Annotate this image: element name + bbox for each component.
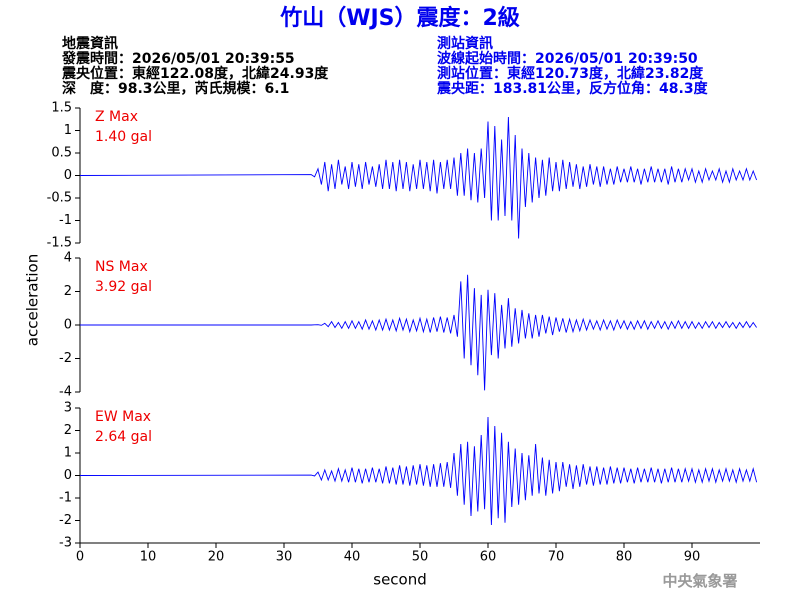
x-tick-label: 40 <box>344 550 361 565</box>
waveform <box>80 274 757 391</box>
y-tick-label: 1 <box>64 446 72 461</box>
channel-max: 2.64 gal <box>95 429 152 445</box>
waveform <box>79 416 758 526</box>
y-tick-label: 0 <box>64 468 72 483</box>
x-axis-label: second <box>373 571 427 589</box>
y-tick-label: -1 <box>59 491 72 506</box>
y-tick-label: -2 <box>59 513 72 528</box>
footer-logo: 中央氣象署 <box>662 572 737 590</box>
y-tick-label: 3 <box>64 401 72 416</box>
x-tick-label: 80 <box>616 550 633 565</box>
y-tick-label: 2 <box>64 423 72 438</box>
header-right: 震央距：183.81公里，反方位角：48.3度 <box>436 80 709 97</box>
y-tick-label: 1 <box>64 123 72 138</box>
header-left: 震央位置：東經122.08度，北緯24.93度 <box>61 65 329 82</box>
y-tick-label: -4 <box>59 385 72 400</box>
y-tick-label: -2 <box>59 351 72 366</box>
x-tick-label: 50 <box>412 550 429 565</box>
x-tick-label: 0 <box>76 550 84 565</box>
x-tick-label: 60 <box>480 550 497 565</box>
x-tick-label: 90 <box>684 550 701 565</box>
y-tick-label: -1 <box>59 213 72 228</box>
y-tick-label: 0 <box>64 318 72 333</box>
y-axis-label: acceleration <box>24 254 42 346</box>
header-right: 測站位置：東經120.73度，北緯23.82度 <box>437 65 704 82</box>
y-tick-label: 1.5 <box>51 101 72 116</box>
x-tick-label: 10 <box>140 550 157 565</box>
y-tick-label: 2 <box>64 284 72 299</box>
channel-max: 1.40 gal <box>95 129 152 145</box>
x-tick-label: 20 <box>208 550 225 565</box>
header-right: 波線起始時間：2026/05/01 20:39:50 <box>437 50 698 67</box>
chart-title: 竹山（WJS）震度：2級 <box>279 5 520 31</box>
header-left: 發震時間：2026/05/01 20:39:55 <box>61 50 295 67</box>
waveform <box>79 116 758 239</box>
header-left: 地震資訊 <box>62 35 118 52</box>
x-tick-label: 70 <box>548 550 565 565</box>
x-tick-label: 30 <box>276 550 293 565</box>
channel-name: EW Max <box>95 409 151 425</box>
channel-name: NS Max <box>95 259 148 275</box>
y-tick-label: -0.5 <box>47 191 72 206</box>
header-left: 深 度：98.3公里，芮氏規模：6.1 <box>62 80 289 97</box>
y-tick-label: 0.5 <box>51 146 72 161</box>
y-tick-label: -3 <box>59 536 72 551</box>
y-tick-label: 0 <box>64 168 72 183</box>
channel-max: 3.92 gal <box>95 279 152 295</box>
y-tick-label: -1.5 <box>47 236 72 251</box>
header-right: 測站資訊 <box>437 35 493 52</box>
y-tick-label: 4 <box>64 251 72 266</box>
channel-name: Z Max <box>95 109 138 125</box>
